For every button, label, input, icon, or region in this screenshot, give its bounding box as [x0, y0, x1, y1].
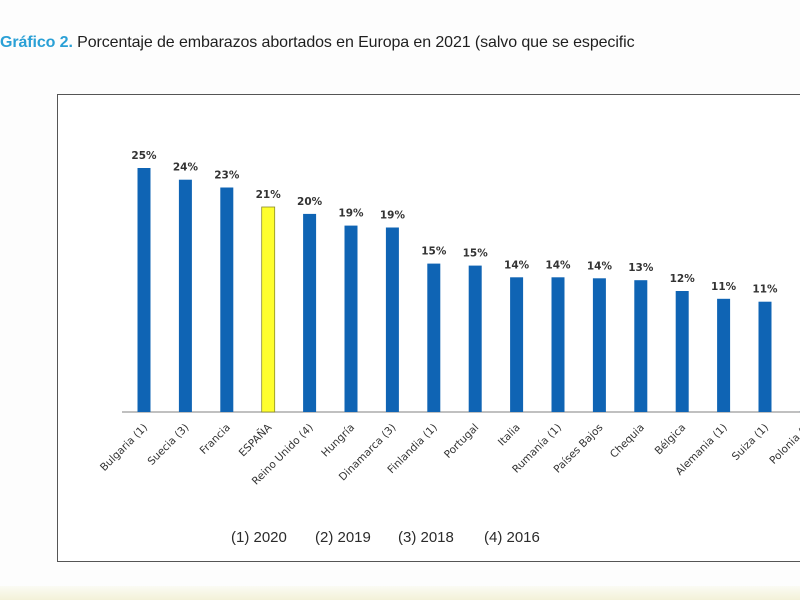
bottom-edge-strip [0, 586, 800, 600]
x-tick-label: Chequia [608, 422, 647, 461]
x-tick-label: Suecia (3) [145, 422, 191, 468]
footnote-legend: (1) 2020 (2) 2019 (3) 2018 (4) 2016 [0, 529, 800, 553]
x-tick-label: Suiza (1) [730, 422, 771, 463]
bar [137, 168, 151, 412]
bar [344, 225, 358, 412]
x-tick-label: Bulgaria (1) [98, 422, 150, 474]
footnote-1: (1) 2020 [231, 529, 287, 546]
data-label: 12% [670, 273, 696, 285]
bar [675, 291, 689, 412]
x-tick-label: Hungría [319, 422, 357, 460]
figure-caption: Gráfico 2. Porcentaje de embarazos abort… [0, 34, 635, 52]
x-tick-label: Francia [198, 422, 233, 457]
x-tick-label: Portugal [442, 422, 481, 461]
bar [220, 187, 234, 412]
bar [261, 206, 276, 413]
bar [468, 265, 482, 412]
bar [385, 227, 399, 412]
data-label: 25% [131, 150, 157, 162]
bar [510, 277, 524, 412]
footnote-4: (4) 2016 [484, 529, 540, 546]
data-label: 15% [421, 246, 447, 258]
data-label: 14% [587, 260, 613, 272]
bar [634, 280, 648, 412]
bar [717, 298, 731, 412]
data-label: 19% [380, 210, 406, 222]
data-label: 11% [752, 284, 778, 296]
x-tick-label: ESPAÑA [236, 420, 275, 459]
bar [758, 301, 772, 412]
bar [551, 277, 565, 412]
data-label: 24% [173, 162, 199, 174]
data-label: 13% [628, 262, 654, 274]
data-label: 19% [338, 208, 364, 220]
caption-text: Porcentaje de embarazos abortados en Eur… [77, 34, 635, 51]
footnote-3: (3) 2018 [398, 529, 454, 546]
data-label: 15% [463, 248, 489, 260]
data-label: 14% [545, 259, 571, 271]
data-label: 20% [297, 196, 323, 208]
data-label: 21% [256, 189, 282, 201]
x-tick-label: Bélgica [653, 422, 689, 458]
bar [303, 213, 317, 412]
data-label: 23% [214, 170, 240, 182]
x-tick-label: Polonia (1 [767, 422, 800, 467]
bar [592, 278, 606, 412]
bar [427, 263, 441, 412]
data-label: 11% [711, 281, 737, 293]
x-tick-label: Italia [496, 422, 523, 449]
bar [178, 179, 192, 412]
caption-label: Gráfico 2. [0, 34, 73, 51]
footnote-2: (2) 2019 [315, 529, 371, 546]
data-label: 14% [504, 259, 530, 271]
